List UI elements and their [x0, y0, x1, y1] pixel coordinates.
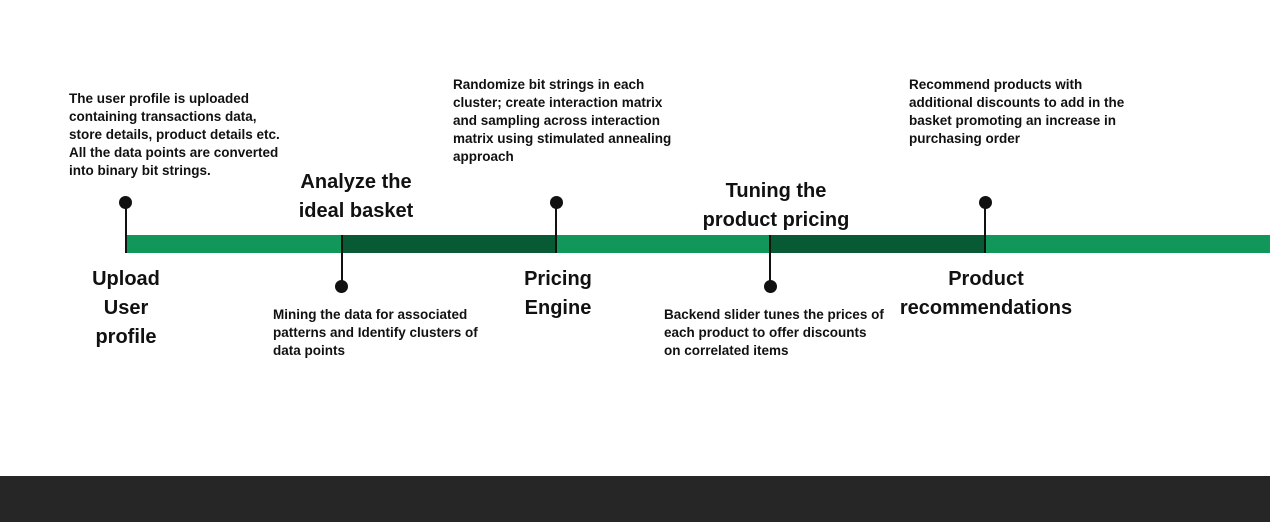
footer-band: [0, 476, 1270, 522]
stage-2-title: Analyze the ideal basket: [298, 171, 414, 222]
stage-5-description: Recommend products with additional disco…: [909, 77, 1125, 146]
stage-3-connector: [555, 202, 557, 253]
stage-4-connector: [769, 235, 771, 286]
stage-2-description: Mining the data for associated patterns …: [273, 307, 478, 358]
timeline-segment-2: [341, 235, 556, 253]
stage-4-marker: [764, 280, 777, 293]
timeline-segment-5: [985, 235, 1270, 253]
timeline-segment-1: [126, 235, 341, 253]
timeline-segment-3: [556, 235, 770, 253]
stage-5-connector: [984, 202, 986, 253]
stage-3-description: Randomize bit strings in each cluster; c…: [453, 77, 672, 164]
stage-1-description: The user profile is uploaded containing …: [69, 91, 280, 178]
stage-2-marker: [335, 280, 348, 293]
stage-5-title: Product recommendations: [899, 268, 1073, 319]
stage-1-connector: [125, 202, 127, 253]
stage-4-title: Tuning the product pricing: [702, 180, 850, 231]
stage-3-title: Pricing Engine: [524, 268, 592, 319]
stage-1-title: Upload User profile: [92, 268, 160, 348]
timeline-segment-4: [770, 235, 985, 253]
stage-4-description: Backend slider tunes the prices of each …: [664, 307, 884, 358]
stage-2-connector: [341, 235, 343, 286]
